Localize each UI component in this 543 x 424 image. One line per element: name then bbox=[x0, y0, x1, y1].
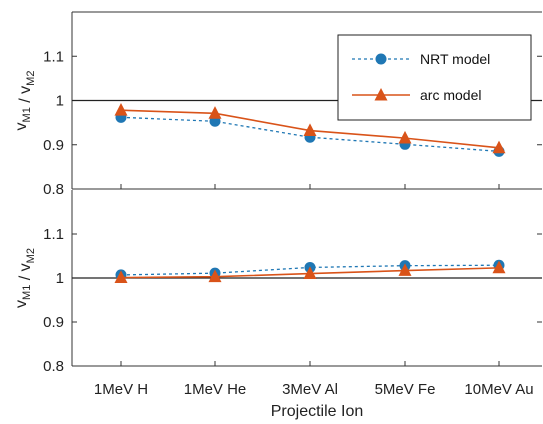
y-axis-label-part: v bbox=[17, 86, 34, 94]
y-tick-label: 0.9 bbox=[43, 137, 64, 154]
y-axis-label-part: / bbox=[17, 94, 34, 107]
y-axis-label-part: / bbox=[17, 271, 34, 284]
y-axis-label-subscript: M2 bbox=[25, 248, 37, 263]
data-point-arc bbox=[114, 103, 128, 116]
y-axis-label-subscript: M1 bbox=[21, 285, 33, 300]
x-tick-label: 5MeV Fe bbox=[375, 381, 436, 398]
y-axis-label: vM1 / vM2 bbox=[13, 248, 37, 308]
data-point-arc bbox=[492, 140, 506, 154]
legend-label-arc: arc model bbox=[420, 87, 481, 103]
y-tick-label: 0.8 bbox=[43, 181, 64, 198]
data-point-arc bbox=[208, 269, 222, 283]
y-axis-label-subscript: M2 bbox=[25, 71, 37, 86]
x-axis-label: Projectile Ion bbox=[271, 403, 364, 420]
y-tick-label: 1.1 bbox=[43, 226, 64, 243]
legend-marker-nrt bbox=[375, 53, 387, 65]
legend: NRT model arc model bbox=[337, 34, 532, 121]
x-tick-label: 3MeV Al bbox=[282, 381, 338, 398]
legend-label-nrt: NRT model bbox=[420, 51, 490, 67]
x-tick-label: 1MeV He bbox=[184, 381, 247, 398]
y-tick-label: 1.1 bbox=[43, 48, 64, 65]
data-point-arc bbox=[492, 260, 506, 274]
data-point-arc bbox=[398, 130, 412, 144]
series-line-nrt bbox=[120, 264, 500, 276]
y-axis-label-part: v bbox=[17, 263, 34, 271]
y-tick-label: 1 bbox=[56, 270, 64, 287]
data-point-arc bbox=[398, 263, 412, 276]
y-tick-label: 0.9 bbox=[43, 314, 64, 331]
y-axis-label-part: v bbox=[13, 300, 30, 308]
data-point-arc bbox=[303, 123, 317, 136]
legend-box bbox=[337, 34, 532, 121]
x-tick-label: 10MeV Au bbox=[464, 381, 533, 398]
legend-marker-arc bbox=[374, 88, 388, 101]
y-axis-label: vM1 / vM2 bbox=[13, 71, 37, 131]
y-tick-label: 1 bbox=[56, 93, 64, 110]
data-point-arc bbox=[114, 270, 128, 283]
data-point-arc bbox=[208, 106, 222, 119]
series-line-nrt bbox=[120, 116, 500, 153]
y-axis-label-part: v bbox=[13, 122, 30, 130]
x-tick-label: 1MeV H bbox=[94, 381, 148, 398]
y-axis-label-subscript: M1 bbox=[21, 107, 33, 122]
data-point-arc bbox=[303, 266, 317, 279]
y-tick-label: 0.8 bbox=[43, 358, 64, 375]
